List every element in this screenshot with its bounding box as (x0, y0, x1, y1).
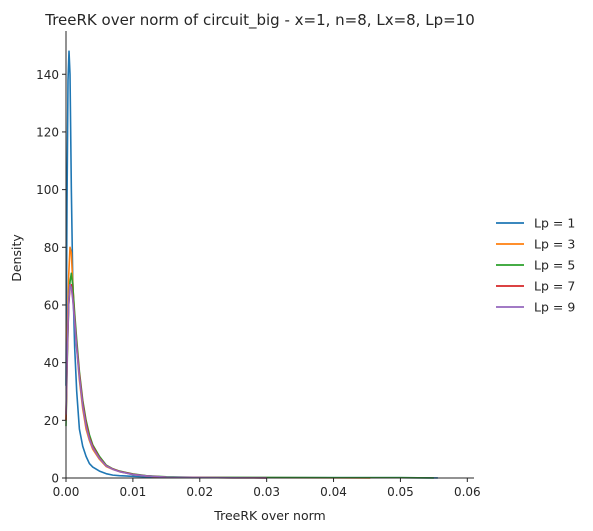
y-tick-label: 120 (36, 125, 59, 139)
legend-label: Lp = 5 (534, 258, 575, 273)
legend-item: Lp = 1 (496, 216, 575, 231)
plot-area (65, 50, 438, 479)
y-tick-label: 20 (44, 414, 59, 428)
y-axis: 0 20 40 60 80 100 120 140 (36, 68, 66, 486)
legend-item: Lp = 9 (496, 300, 575, 315)
x-tick-label: 0.00 (53, 485, 80, 499)
legend-label: Lp = 1 (534, 216, 575, 231)
x-axis-label: TreeRK over norm (213, 508, 325, 523)
y-tick-label: 0 (51, 472, 59, 486)
x-tick-label: 0.05 (387, 485, 414, 499)
y-tick-label: 40 (44, 356, 59, 370)
y-tick-label: 140 (36, 68, 59, 82)
series-line-1 (65, 50, 438, 479)
x-tick-label: 0.06 (454, 485, 481, 499)
legend-item: Lp = 3 (496, 237, 575, 252)
y-axis-label: Density (9, 234, 24, 282)
series-line-3 (65, 272, 434, 479)
legend: Lp = 1 Lp = 3 Lp = 5 Lp = 7 Lp = 9 (496, 216, 575, 315)
chart-title: TreeRK over norm of circuit_big - x=1, n… (44, 11, 475, 30)
legend-item: Lp = 5 (496, 258, 575, 273)
y-tick-label: 100 (36, 183, 59, 197)
legend-label: Lp = 7 (534, 279, 575, 294)
x-tick-label: 0.01 (120, 485, 147, 499)
legend-item: Lp = 7 (496, 279, 575, 294)
legend-label: Lp = 3 (534, 237, 575, 252)
y-tick-label: 60 (44, 298, 59, 312)
series-line-4 (65, 283, 267, 479)
x-tick-label: 0.03 (253, 485, 280, 499)
x-tick-label: 0.04 (320, 485, 347, 499)
y-tick-label: 80 (44, 241, 59, 255)
series-line-2 (65, 246, 371, 479)
series-line-5 (65, 283, 267, 479)
legend-label: Lp = 9 (534, 300, 575, 315)
x-tick-label: 0.02 (186, 485, 213, 499)
x-axis: 0.00 0.01 0.02 0.03 0.04 0.05 0.06 (53, 478, 481, 499)
